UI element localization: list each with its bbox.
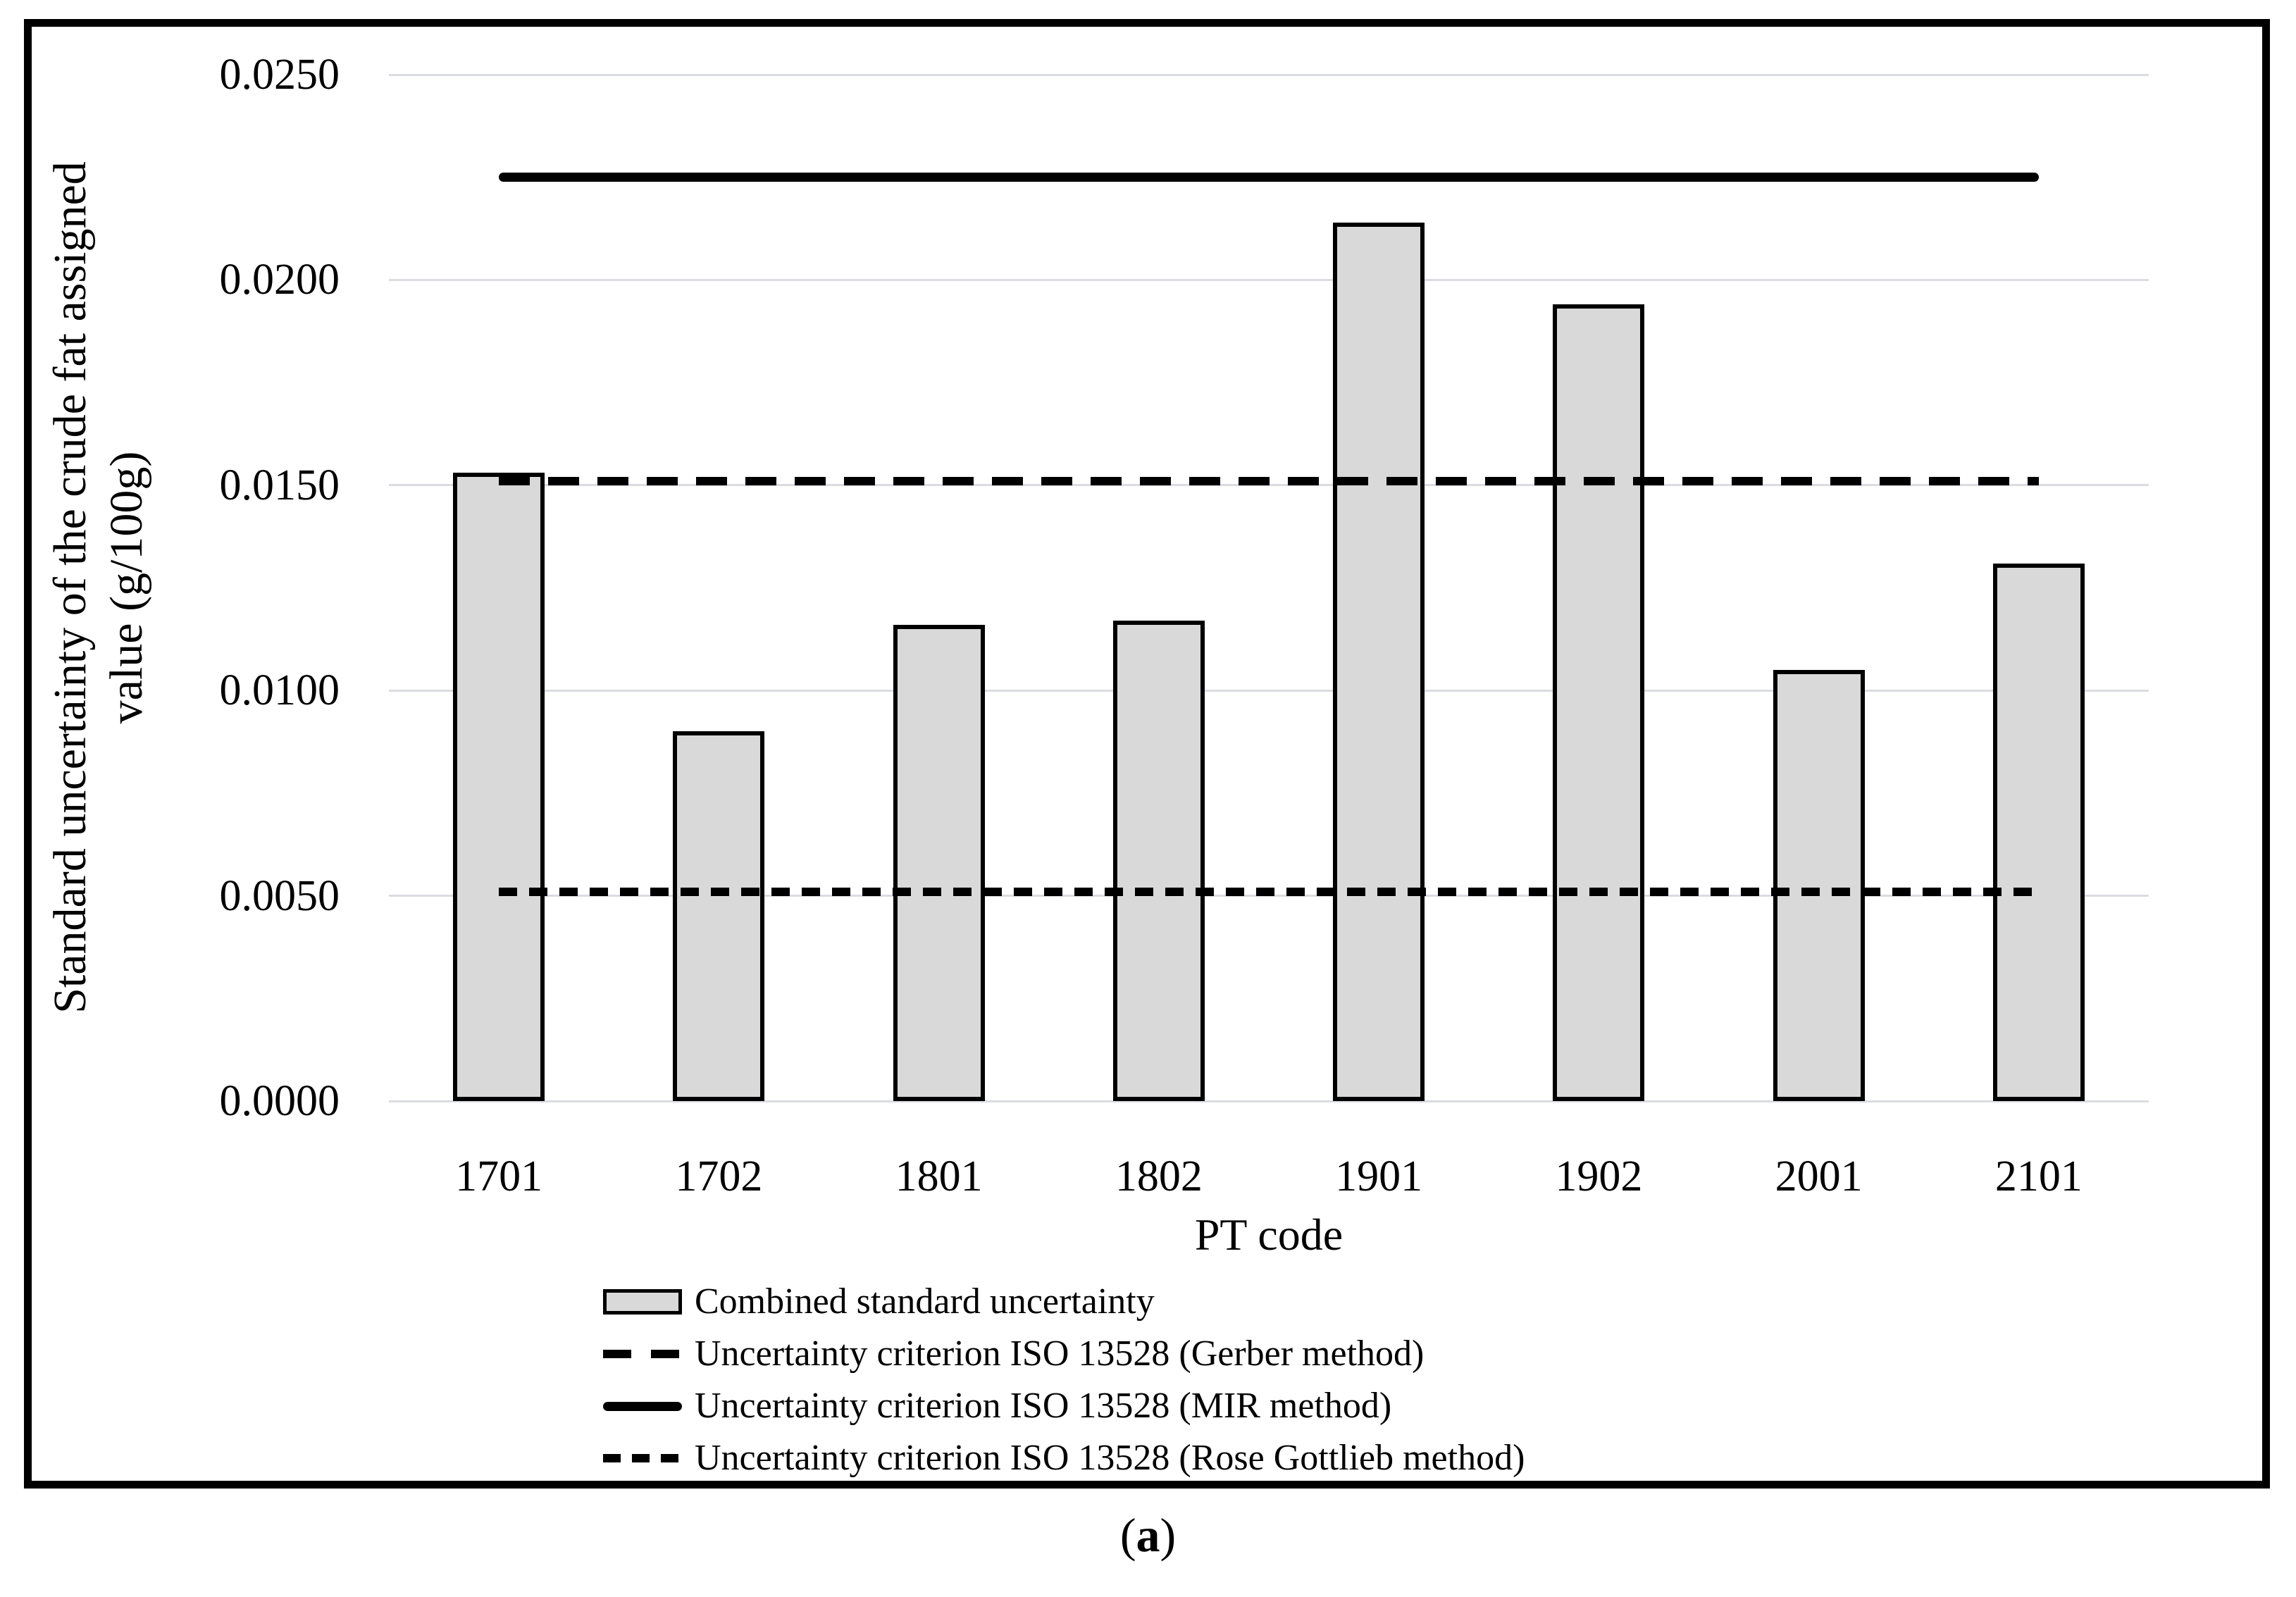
x-tick-label: 1801 bbox=[895, 1152, 983, 1200]
legend-label: Combined standard uncertainty bbox=[695, 1281, 1155, 1322]
x-tick-label: 1701 bbox=[455, 1152, 543, 1200]
y-tick-label: 0.0200 bbox=[219, 256, 340, 304]
legend: Combined standard uncertainty Uncertainty… bbox=[603, 1281, 1525, 1478]
bar bbox=[673, 731, 765, 1101]
y-tick-label: 0.0100 bbox=[219, 666, 340, 715]
legend-row: Uncertainty criterion ISO 13528 (Gerber … bbox=[603, 1334, 1525, 1374]
legend-row: Uncertainty criterion ISO 13528 (Rose Go… bbox=[603, 1438, 1525, 1478]
y-tick-label: 0.0250 bbox=[219, 51, 340, 99]
dashed-line-icon bbox=[603, 1350, 682, 1358]
bar bbox=[453, 473, 545, 1101]
y-axis-title-line-1: Standard uncertainty of the crude fat as… bbox=[44, 161, 96, 1014]
x-tick-label: 2101 bbox=[1994, 1152, 2083, 1200]
bar bbox=[1992, 563, 2085, 1101]
y-tick-label: 0.0050 bbox=[219, 871, 340, 920]
legend-marker bbox=[603, 1401, 682, 1411]
gridline bbox=[389, 73, 2149, 76]
bar-swatch-icon bbox=[603, 1289, 682, 1315]
x-tick-label: 1901 bbox=[1335, 1152, 1423, 1200]
legend-row: Combined standard uncertainty bbox=[603, 1281, 1525, 1322]
legend-label: Uncertainty criterion ISO 13528 (Gerber … bbox=[695, 1334, 1425, 1374]
dotted-line-icon bbox=[603, 1454, 682, 1462]
gridline bbox=[389, 1100, 2149, 1102]
bar bbox=[1773, 670, 1865, 1101]
x-tick-label: 2001 bbox=[1775, 1152, 1863, 1200]
y-axis-title-line-2: value (g/100g) bbox=[101, 451, 152, 724]
x-axis-title: PT code bbox=[1194, 1210, 1344, 1260]
bar bbox=[1112, 621, 1205, 1101]
bar bbox=[1553, 304, 1645, 1101]
x-tick-label: 1702 bbox=[675, 1152, 763, 1200]
solid-line-icon bbox=[603, 1401, 682, 1411]
reference-line-solid bbox=[499, 173, 2039, 182]
bar bbox=[1333, 222, 1425, 1101]
gridline bbox=[389, 278, 2149, 281]
figure-caption: (a) bbox=[0, 1511, 2296, 1559]
y-tick-label: 0.0000 bbox=[219, 1077, 340, 1125]
reference-line-dotted bbox=[499, 887, 2039, 896]
x-tick-label: 1902 bbox=[1555, 1152, 1643, 1200]
reference-line-dashed bbox=[499, 476, 2039, 485]
gridline bbox=[389, 689, 2149, 692]
y-tick-label: 0.0150 bbox=[219, 461, 340, 509]
legend-marker bbox=[603, 1289, 682, 1315]
caption-paren-open: ( bbox=[1119, 1508, 1136, 1562]
legend-label: Uncertainty criterion ISO 13528 (Rose Go… bbox=[695, 1438, 1525, 1478]
legend-marker bbox=[603, 1454, 682, 1462]
x-tick-label: 1802 bbox=[1115, 1152, 1203, 1200]
plot-area: PT code 0.0000 0.0050 0.0100 0.0150 0.0200 0.… bbox=[220, 53, 2149, 1257]
caption-paren-close: ) bbox=[1160, 1508, 1177, 1562]
bar bbox=[893, 624, 985, 1101]
legend-label: Uncertainty criterion ISO 13528 (MIR met… bbox=[695, 1386, 1392, 1426]
legend-marker bbox=[603, 1350, 682, 1358]
legend-row: Uncertainty criterion ISO 13528 (MIR met… bbox=[603, 1386, 1525, 1426]
caption-letter: a bbox=[1136, 1508, 1160, 1562]
y-axis-title: Standard uncertainty of the crude fat as… bbox=[42, 24, 155, 1151]
